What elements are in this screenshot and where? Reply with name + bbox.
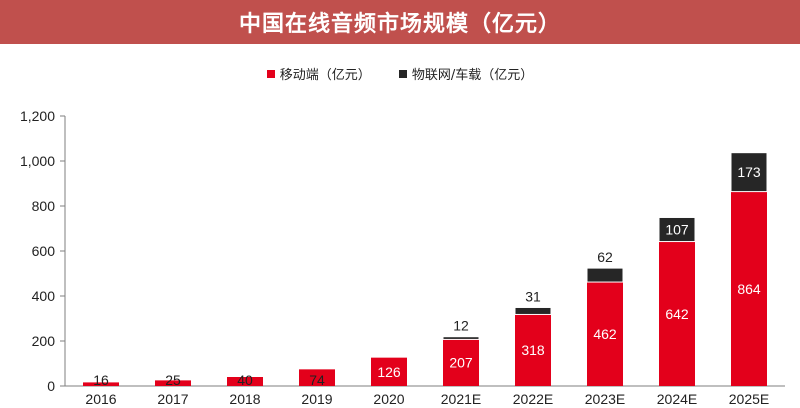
y-tick-label: 400: [32, 288, 56, 304]
data-label-mobile: 16: [93, 372, 109, 388]
x-tick-label: 2019: [301, 391, 332, 407]
x-tick-label: 2017: [157, 391, 188, 407]
bar-mobile: [83, 382, 119, 386]
data-label-mobile: 642: [665, 306, 689, 322]
x-tick-label: 2016: [85, 391, 116, 407]
legend-item-mobile: 移动端（亿元）: [266, 64, 371, 83]
legend-label-mobile: 移动端（亿元）: [279, 68, 371, 83]
y-tick-label: 0: [47, 378, 55, 394]
chart-title: 中国在线音频市场规模（亿元）: [238, 12, 561, 37]
x-tick-label: 2021E: [441, 391, 481, 407]
legend-item-iot: 物联网/车载（亿元）: [398, 64, 534, 83]
bar-iot: [586, 267, 624, 283]
y-tick-label: 1,200: [20, 108, 55, 124]
data-label-mobile: 25: [165, 372, 181, 388]
data-label-mobile: 74: [309, 372, 325, 388]
data-label-iot: 173: [737, 164, 761, 180]
bar-mobile: [515, 314, 551, 386]
bar-iot: [442, 336, 480, 340]
legend-swatch-iot: [398, 69, 407, 78]
y-tick-label: 1,000: [20, 153, 55, 169]
data-label-iot: 107: [665, 222, 689, 238]
bar-mobile: [155, 380, 191, 386]
data-label-iot: 62: [597, 249, 613, 265]
y-tick-label: 600: [32, 243, 56, 259]
chart-title-bar: 中国在线音频市场规模（亿元）: [0, 0, 800, 44]
x-tick-label: 2024E: [657, 391, 697, 407]
x-tick-label: 2025E: [729, 391, 769, 407]
bar-iot: [514, 306, 552, 315]
bar-mobile: [659, 241, 695, 386]
bar-iot: [658, 216, 696, 243]
legend-swatch-mobile: [266, 69, 275, 78]
data-label-iot: 12: [453, 318, 469, 334]
bar-mobile: [371, 357, 407, 386]
data-label-mobile: 318: [521, 342, 545, 358]
bar-mobile: [299, 369, 335, 386]
data-label-mobile: 126: [377, 364, 401, 380]
bar-iot: [730, 152, 768, 193]
bar-mobile: [443, 339, 479, 386]
legend: 移动端（亿元） 物联网/车载（亿元）: [0, 64, 800, 83]
data-label-mobile: 207: [449, 355, 473, 371]
x-tick-label: 2023E: [585, 391, 625, 407]
y-tick-label: 200: [32, 333, 56, 349]
bar-mobile: [587, 282, 623, 386]
bar-mobile: [731, 191, 767, 386]
x-tick-label: 2018: [229, 391, 260, 407]
bar-mobile: [227, 377, 263, 386]
y-tick-label: 800: [32, 198, 56, 214]
data-label-mobile: 864: [737, 281, 761, 297]
data-label-mobile: 462: [593, 326, 617, 342]
x-tick-label: 2020: [373, 391, 404, 407]
legend-label-iot: 物联网/车载（亿元）: [411, 68, 534, 83]
data-label-mobile: 40: [237, 372, 253, 388]
data-label-iot: 31: [525, 288, 541, 304]
x-tick-label: 2022E: [513, 391, 553, 407]
